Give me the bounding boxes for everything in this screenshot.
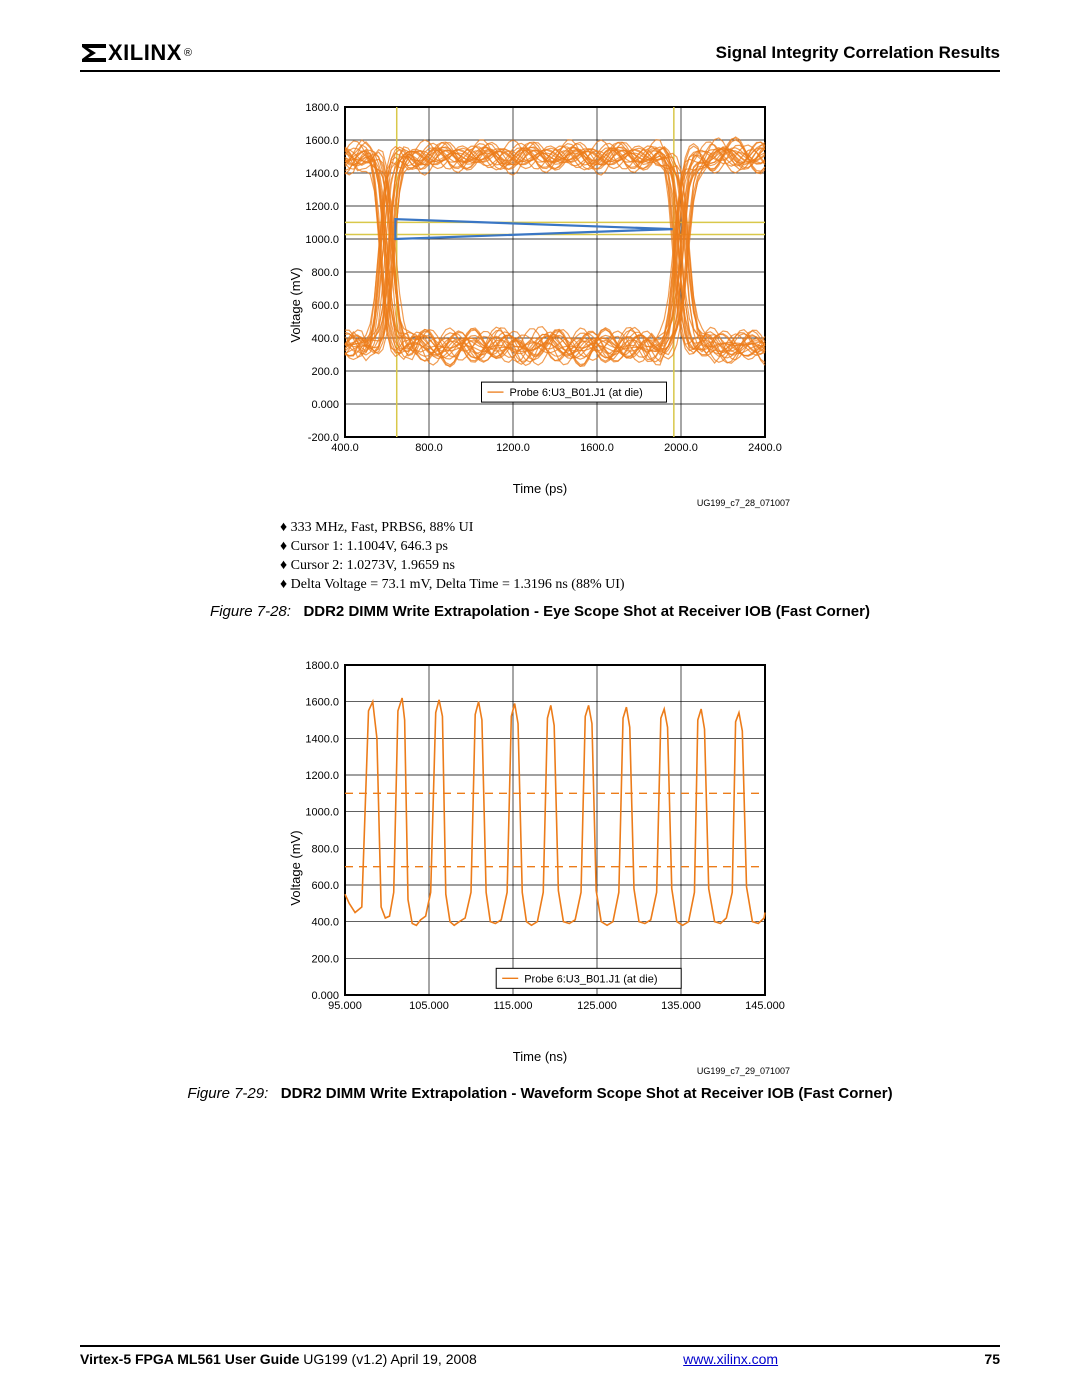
- svg-text:600.0: 600.0: [311, 300, 339, 312]
- chart2-wrap: Voltage (mV) 0.000200.0400.0600.0800.010…: [290, 660, 790, 1076]
- chart1-wrap: Voltage (mV) -200.00.000200.0400.0600.08…: [290, 102, 790, 508]
- svg-text:1000.0: 1000.0: [305, 234, 339, 246]
- footer-doc-sub: UG199 (v1.2) April 19, 2008: [303, 1351, 477, 1367]
- svg-text:145.000: 145.000: [745, 1000, 785, 1012]
- logo-text: XILINX: [108, 40, 182, 66]
- svg-text:200.0: 200.0: [311, 953, 339, 965]
- logo-register: ®: [184, 47, 192, 59]
- svg-text:1000.0: 1000.0: [305, 806, 339, 818]
- sigma-icon: [80, 42, 108, 64]
- svg-text:600.0: 600.0: [311, 880, 339, 892]
- chart1-ylabel: Voltage (mV): [288, 267, 303, 342]
- svg-text:2000.0: 2000.0: [664, 442, 698, 454]
- svg-text:105.000: 105.000: [409, 1000, 449, 1012]
- note-item: Cursor 1: 1.1004V, 646.3 ps: [280, 538, 1000, 557]
- svg-text:0.000: 0.000: [311, 399, 339, 411]
- svg-text:1800.0: 1800.0: [305, 102, 339, 114]
- svg-text:200.0: 200.0: [311, 366, 339, 378]
- svg-text:1200.0: 1200.0: [305, 770, 339, 782]
- svg-text:125.000: 125.000: [577, 1000, 617, 1012]
- svg-text:400.0: 400.0: [331, 442, 359, 454]
- note-item: Delta Voltage = 73.1 mV, Delta Time = 1.…: [280, 576, 1000, 595]
- svg-text:2400.0: 2400.0: [748, 442, 782, 454]
- chart1-xlabel: Time (ps): [290, 481, 790, 496]
- page-footer: Virtex-5 FPGA ML561 User Guide UG199 (v1…: [80, 1345, 1000, 1367]
- chart1-notes: 333 MHz, Fast, PRBS6, 88% UICursor 1: 1.…: [280, 519, 1000, 595]
- fig-num: Figure 7-29:: [187, 1085, 268, 1102]
- svg-text:400.0: 400.0: [311, 333, 339, 345]
- chart2-xlabel: Time (ns): [290, 1049, 790, 1064]
- svg-text:Probe 6:U3_B01.J1 (at die): Probe 6:U3_B01.J1 (at die): [524, 973, 657, 985]
- svg-text:400.0: 400.0: [311, 916, 339, 928]
- caption-7-28: Figure 7-28: DDR2 DIMM Write Extrapolati…: [80, 603, 1000, 620]
- svg-text:800.0: 800.0: [311, 843, 339, 855]
- svg-text:1800.0: 1800.0: [305, 660, 339, 672]
- xilinx-logo: XILINX ®: [80, 40, 192, 66]
- svg-text:1400.0: 1400.0: [305, 168, 339, 180]
- note-item: 333 MHz, Fast, PRBS6, 88% UI: [280, 519, 1000, 538]
- footer-page-num: 75: [984, 1351, 1000, 1367]
- page-header: XILINX ® Signal Integrity Correlation Re…: [80, 40, 1000, 72]
- chart2-plot: 0.000200.0400.0600.0800.01000.01200.0140…: [290, 660, 790, 1040]
- fig-title: DDR2 DIMM Write Extrapolation - Eye Scop…: [303, 603, 870, 620]
- svg-text:1600.0: 1600.0: [305, 696, 339, 708]
- svg-text:1400.0: 1400.0: [305, 733, 339, 745]
- figure-7-28: Voltage (mV) -200.00.000200.0400.0600.08…: [80, 102, 1000, 620]
- svg-text:95.000: 95.000: [328, 1000, 362, 1012]
- xilinx-link[interactable]: www.xilinx.com: [683, 1351, 778, 1367]
- svg-text:800.0: 800.0: [311, 267, 339, 279]
- footer-url[interactable]: www.xilinx.com: [683, 1351, 778, 1367]
- svg-text:1200.0: 1200.0: [305, 201, 339, 213]
- svg-text:115.000: 115.000: [494, 1000, 533, 1012]
- fig-num: Figure 7-28:: [210, 603, 291, 620]
- caption-7-29: Figure 7-29: DDR2 DIMM Write Extrapolati…: [80, 1085, 1000, 1102]
- svg-text:Probe 6:U3_B01.J1 (at die): Probe 6:U3_B01.J1 (at die): [510, 387, 643, 399]
- note-item: Cursor 2: 1.0273V, 1.9659 ns: [280, 557, 1000, 576]
- svg-text:1600.0: 1600.0: [580, 442, 614, 454]
- figure-7-29: Voltage (mV) 0.000200.0400.0600.0800.010…: [80, 660, 1000, 1102]
- svg-text:800.0: 800.0: [415, 442, 443, 454]
- section-title: Signal Integrity Correlation Results: [716, 43, 1000, 63]
- fig-title: DDR2 DIMM Write Extrapolation - Waveform…: [281, 1085, 893, 1102]
- footer-doc-title: Virtex-5 FPGA ML561 User Guide: [80, 1351, 299, 1367]
- chart1-plot: -200.00.000200.0400.0600.0800.01000.0120…: [290, 102, 790, 472]
- svg-text:1200.0: 1200.0: [496, 442, 530, 454]
- svg-text:1600.0: 1600.0: [305, 135, 339, 147]
- chart2-figid: UG199_c7_29_071007: [290, 1066, 790, 1076]
- chart1-figid: UG199_c7_28_071007: [290, 498, 790, 508]
- svg-text:135.000: 135.000: [661, 1000, 701, 1012]
- chart2-ylabel: Voltage (mV): [288, 830, 303, 905]
